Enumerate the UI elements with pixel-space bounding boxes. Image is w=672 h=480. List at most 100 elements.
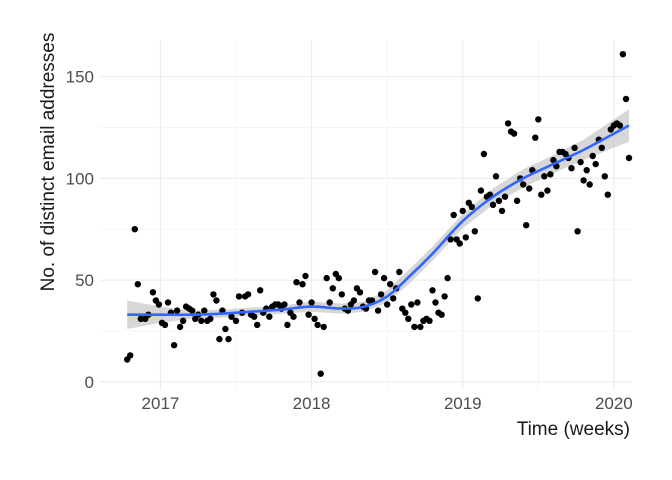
data-point bbox=[450, 211, 457, 219]
data-point bbox=[616, 122, 624, 129]
data-point bbox=[601, 173, 608, 180]
data-point bbox=[131, 226, 138, 233]
data-point bbox=[456, 240, 463, 247]
data-point bbox=[228, 313, 235, 320]
data-point bbox=[432, 299, 439, 306]
data-point bbox=[462, 234, 469, 241]
data-point bbox=[320, 323, 327, 331]
data-point bbox=[405, 315, 412, 322]
data-point bbox=[520, 181, 527, 188]
smooth-trend-line bbox=[127, 124, 630, 317]
data-point bbox=[213, 297, 220, 304]
y-tick-label: 0 bbox=[85, 373, 94, 392]
data-point bbox=[387, 281, 394, 288]
data-point bbox=[127, 352, 134, 359]
data-point bbox=[501, 193, 509, 200]
y-tick-label: 50 bbox=[75, 271, 94, 290]
data-point bbox=[468, 203, 475, 211]
data-point bbox=[598, 144, 605, 151]
data-point bbox=[317, 370, 324, 377]
x-axis-ticks: 2017 2018 2019 2020 bbox=[142, 394, 633, 413]
data-point bbox=[207, 315, 214, 322]
data-point bbox=[541, 173, 548, 180]
data-point bbox=[604, 191, 611, 198]
data-points bbox=[124, 51, 633, 377]
data-point bbox=[550, 156, 557, 164]
data-point bbox=[179, 317, 187, 324]
data-point bbox=[444, 274, 451, 282]
data-point bbox=[438, 311, 445, 318]
data-point bbox=[155, 301, 163, 308]
data-point bbox=[396, 268, 403, 276]
data-point bbox=[384, 301, 391, 308]
data-point bbox=[257, 287, 264, 294]
data-point bbox=[305, 311, 312, 318]
x-tick-label: 2017 bbox=[142, 394, 180, 413]
data-point bbox=[134, 281, 141, 288]
data-point bbox=[474, 295, 481, 302]
data-point bbox=[504, 120, 512, 127]
data-point bbox=[254, 321, 261, 329]
data-point bbox=[417, 323, 424, 331]
y-axis-title: No. of distinct email addresses bbox=[38, 33, 59, 292]
data-point bbox=[219, 307, 226, 314]
data-point bbox=[216, 335, 223, 343]
data-point bbox=[447, 236, 454, 243]
data-point bbox=[335, 274, 342, 282]
data-point bbox=[244, 291, 252, 298]
data-point bbox=[580, 177, 587, 184]
data-point bbox=[480, 150, 488, 158]
data-point bbox=[326, 299, 333, 306]
data-point bbox=[161, 321, 169, 329]
data-point bbox=[498, 207, 506, 215]
data-point bbox=[619, 51, 627, 58]
data-point bbox=[338, 291, 345, 298]
data-point bbox=[296, 299, 303, 306]
data-point bbox=[368, 297, 376, 304]
data-point bbox=[350, 297, 358, 304]
data-point bbox=[201, 307, 208, 314]
data-point bbox=[513, 197, 521, 204]
data-point bbox=[538, 191, 545, 198]
data-point bbox=[222, 325, 229, 333]
data-point bbox=[290, 313, 297, 320]
data-point bbox=[189, 307, 196, 314]
data-point bbox=[489, 201, 497, 208]
data-point bbox=[583, 167, 590, 174]
data-point bbox=[526, 185, 533, 192]
data-point bbox=[251, 313, 258, 320]
data-point bbox=[544, 187, 551, 194]
x-tick-label: 2020 bbox=[595, 394, 633, 413]
data-point bbox=[571, 144, 578, 151]
data-point bbox=[164, 299, 172, 306]
data-point bbox=[402, 309, 409, 316]
y-axis-ticks: 0 50 100 150 bbox=[66, 68, 94, 392]
x-axis-title: Time (weeks) bbox=[517, 419, 630, 440]
data-point bbox=[329, 285, 336, 292]
data-point bbox=[426, 317, 433, 324]
data-point bbox=[266, 313, 273, 320]
data-point bbox=[149, 289, 157, 296]
x-tick-label: 2018 bbox=[293, 394, 331, 413]
data-point bbox=[441, 293, 448, 300]
data-point bbox=[459, 207, 466, 215]
y-tick-label: 100 bbox=[66, 169, 94, 188]
data-point bbox=[510, 130, 518, 137]
data-point bbox=[568, 165, 575, 172]
data-point bbox=[429, 287, 436, 294]
data-point bbox=[210, 291, 217, 298]
data-point bbox=[374, 307, 382, 314]
data-point bbox=[225, 335, 232, 343]
data-point bbox=[314, 321, 321, 329]
data-point bbox=[523, 222, 530, 229]
data-point bbox=[235, 293, 243, 300]
x-tick-label: 2019 bbox=[444, 394, 482, 413]
data-point bbox=[377, 291, 385, 298]
data-point bbox=[411, 323, 418, 331]
data-point bbox=[592, 160, 599, 168]
data-point bbox=[293, 279, 300, 286]
data-point bbox=[477, 187, 485, 194]
data-point bbox=[622, 95, 630, 103]
data-point bbox=[495, 197, 503, 204]
